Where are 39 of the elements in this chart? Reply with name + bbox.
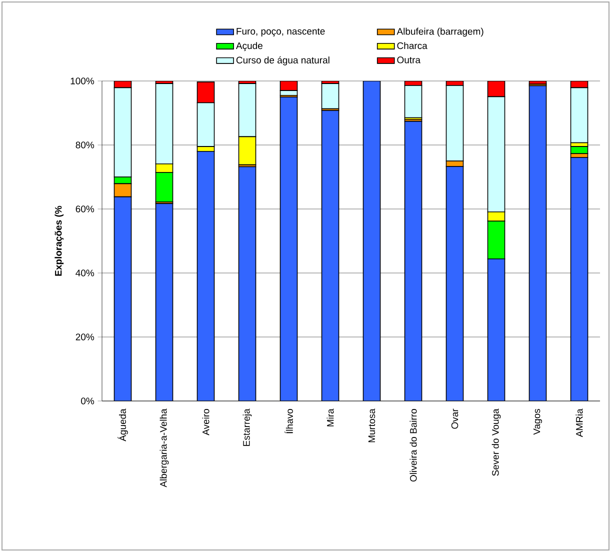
bar xyxy=(196,150,215,401)
y-tick-label: 0% xyxy=(81,398,94,404)
x-tick-label: Estarreja xyxy=(242,408,252,446)
x-tick-label: Vagos xyxy=(534,408,542,435)
y-tick-label: 40% xyxy=(76,270,94,276)
x-tick-label: Oliveira do Bairro xyxy=(410,409,417,482)
bar xyxy=(362,80,381,401)
legend-label: Outra xyxy=(397,56,421,64)
legend-label: Albufeira (barragem) xyxy=(396,28,484,37)
y-tick-label: 80% xyxy=(76,142,94,148)
bar xyxy=(196,82,215,104)
y-axis-title: Explorações (% xyxy=(54,206,64,276)
bar xyxy=(321,110,340,401)
x-tick-label: Albergaria-a-Velha xyxy=(160,408,169,488)
bar xyxy=(280,96,298,401)
x-tick-label: AMRia xyxy=(576,408,583,438)
bar xyxy=(238,166,256,401)
bar xyxy=(114,196,132,401)
x-tick-label: Sever do Vouga xyxy=(492,408,501,476)
y-tick-label: 60% xyxy=(76,206,94,212)
x-tick-label: Águeda xyxy=(118,408,128,442)
x-tick-label: Mira xyxy=(326,408,334,426)
x-tick-label: Aveiro xyxy=(202,409,210,436)
bar xyxy=(487,80,506,98)
legend-label: Charca xyxy=(397,42,428,50)
legend-label: Açude xyxy=(236,42,262,51)
bar xyxy=(446,166,464,401)
legend-label: Curso de água natural xyxy=(236,56,330,66)
bar xyxy=(487,258,506,401)
x-tick-label: Ílhavo xyxy=(284,409,293,434)
x-tick-label: Murtosa xyxy=(368,408,376,442)
bar xyxy=(404,120,422,401)
y-tick-label: 100% xyxy=(70,78,94,84)
bar xyxy=(570,157,588,401)
bar xyxy=(155,203,174,401)
legend-label: Furo, poço, nascente xyxy=(236,28,325,37)
x-tick-label: Ovar xyxy=(451,408,458,429)
bar xyxy=(528,85,547,401)
y-tick-label: 20% xyxy=(76,334,94,340)
